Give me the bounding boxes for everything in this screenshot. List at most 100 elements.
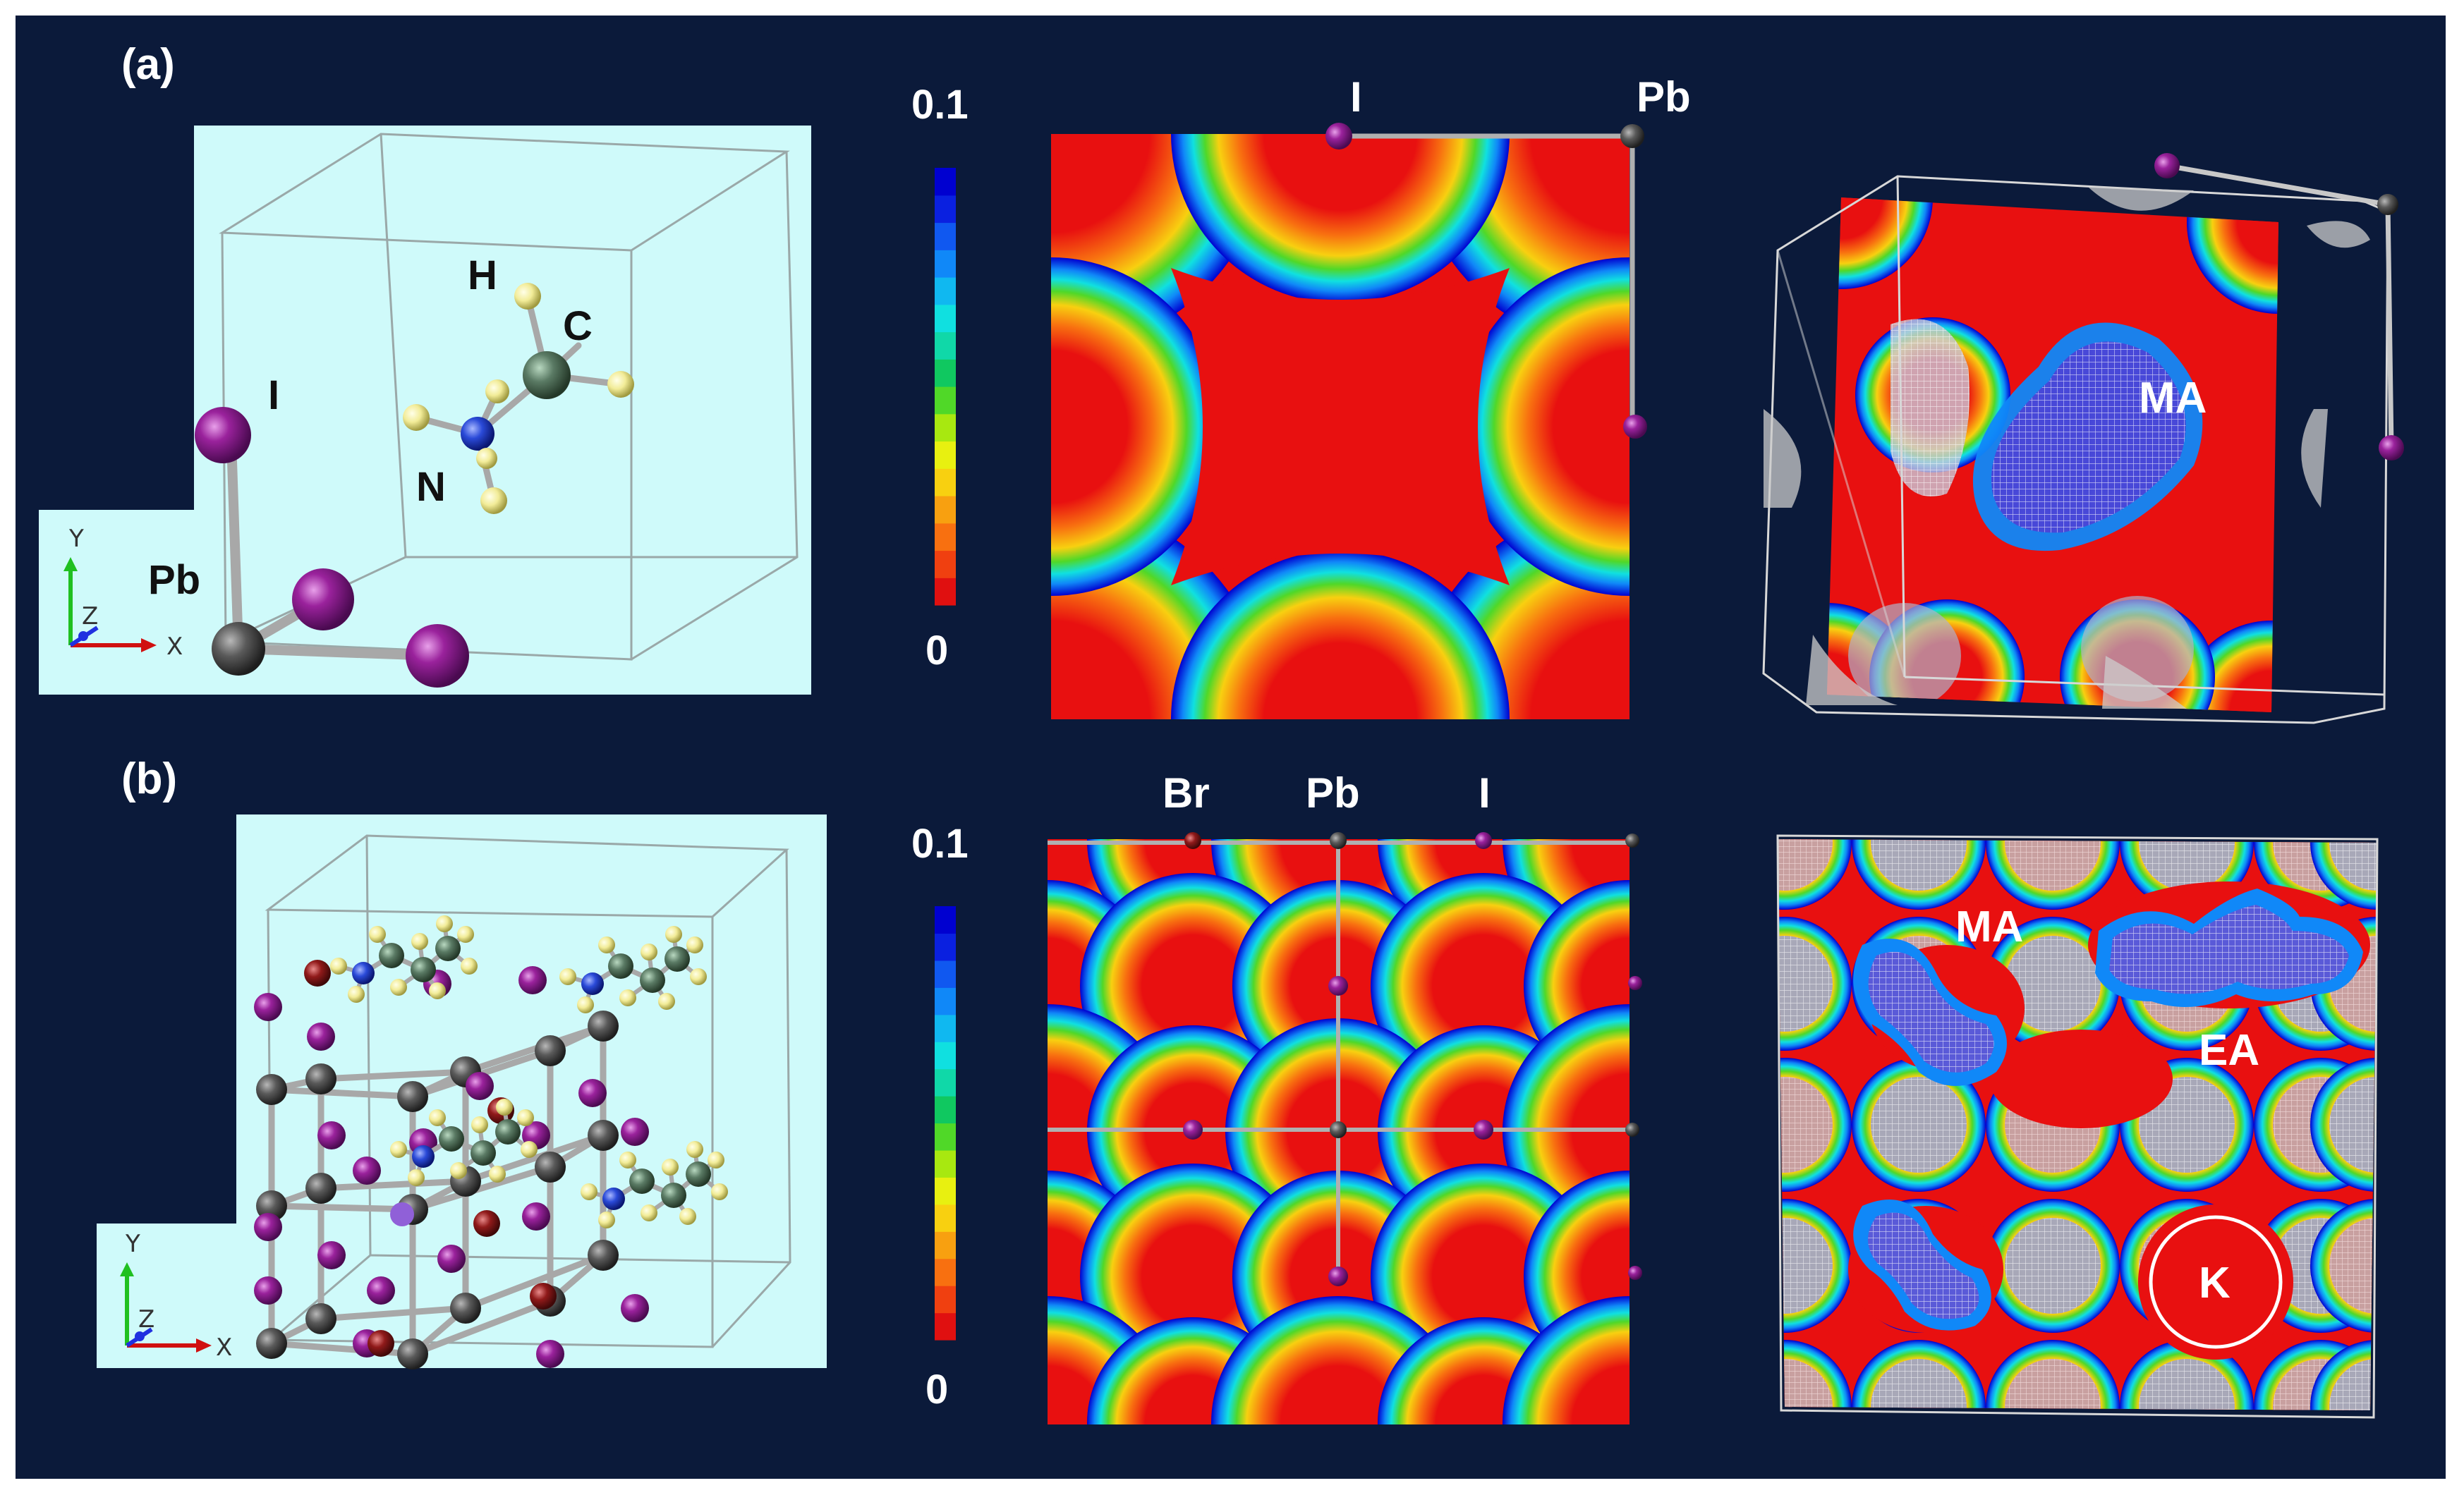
bromine-atom [304,960,331,987]
iso-b-clear [1989,1030,2173,1128]
isosurface-a [1762,153,2404,724]
lead-atom [1625,834,1639,848]
lead-atom [1330,1121,1347,1138]
k-marker-ring [2149,1215,2283,1349]
iodine-atom [367,1276,395,1305]
colorbar-swatch [935,195,956,224]
hydrogen-atom [348,986,365,1003]
lead-atom [535,1152,566,1183]
iodine-atom [621,1294,649,1322]
carbon-atom [471,1140,496,1166]
iso-b-mesh [2005,936,2101,1032]
iodine-atom [536,1340,564,1368]
molecule-shell-ma [1853,1200,1991,1331]
colorbar-swatch [935,523,956,551]
isosurface-b [1776,834,2379,1419]
carbon-atom [411,957,436,982]
axis-label-y: Y [125,1230,140,1258]
colorbar-swatch [935,1204,956,1232]
hydrogen-atom [665,926,682,943]
atom-label-n: N [416,464,446,510]
iso-b-mesh [2329,839,2377,891]
iso-b-mesh [1778,936,1833,1032]
iodine-atom [1328,976,1348,996]
map-a-label-pb: Pb [1637,73,1691,121]
pb-x-bond [409,1164,554,1213]
iso-b-shell [1778,1077,1833,1173]
atom-label-h: H [468,252,497,298]
bromine-atom [530,1283,557,1310]
nitrogen-atom [581,972,604,995]
pb-x-bond [317,1305,469,1322]
colorbar-swatch [935,1068,956,1097]
iodine-atom [466,1072,494,1100]
lead-atom [588,1120,619,1151]
axis-label-z: Z [138,1305,154,1334]
hydrogen-atom [517,1109,534,1126]
potassium-atom [390,1202,414,1226]
colorbar-swatch [935,168,956,196]
pb-x-bond [462,1252,607,1312]
map-b-label-i: I [1479,769,1491,817]
colorbar-swatch [935,578,956,606]
iso-b-mesh [2329,1077,2377,1173]
lead-atom [2377,194,2398,215]
molecule-label-ma: MA [2139,374,2207,422]
charge-map-b [1048,839,1629,1424]
colorbar-a-min: 0 [925,628,948,673]
lead-atom [397,1338,428,1369]
iso-b-mesh [1778,1218,1833,1314]
carbon-atom [435,936,461,961]
iodine-atom [254,993,282,1021]
panel-b-structure [97,814,827,1369]
hydrogen-atom [471,1116,488,1133]
colorbar-a-max: 0.1 [911,82,969,128]
colorbar-swatch [935,222,956,250]
hydrogen-atom [429,1109,446,1126]
lead-atom [450,1293,481,1324]
hydrogen-atom [686,936,703,953]
colorbar-swatch [935,413,956,442]
hydrogen-atom [461,958,478,975]
hydrogen-atom [559,968,576,985]
hydrogen-atom [619,989,636,1006]
iodine-atom [1325,123,1352,150]
hydrogen-atom [408,1169,425,1186]
hydrogen-atom [429,982,446,999]
hydrogen-atom [658,993,675,1010]
map-b-label-br: Br [1163,769,1210,817]
colorbar-swatch [935,386,956,415]
hydrogen-atom [514,283,541,310]
iodine-atom [292,568,354,630]
colorbar-swatch [935,277,956,305]
colorbar-swatch [935,1096,956,1124]
map-b-rings [1048,839,1629,1424]
hydrogen-atom [607,371,634,398]
hydrogen-atom [686,1141,703,1158]
colorbar-swatch [935,1042,956,1070]
iodine-atom [1474,1120,1493,1140]
charge-map-a [1051,134,1629,719]
lead-atom [588,1011,619,1042]
colorbar-swatch [935,960,956,988]
iso-b-mesh [1871,1077,1967,1173]
iso-b-shell [2329,1218,2377,1314]
axis-label-x: X [216,1334,232,1362]
hydrogen-atom [581,1183,597,1200]
methylammonium-a [403,283,634,514]
iso-b-shell [2005,839,2101,891]
molecule-shell-ea [2095,889,2363,1007]
hydrogen-atom [496,1099,513,1116]
hydrogen-atom [711,1183,728,1200]
axis-label-z: Z [82,602,98,630]
carbon-atom [661,1183,686,1208]
carbon-atom [439,1126,464,1152]
iodine-atom [437,1245,466,1273]
iodine-atom [1623,415,1647,439]
colorbar-swatch [935,304,956,333]
hydrogen-atom [411,933,428,950]
iodine-atom [254,1276,282,1305]
hydrogen-atom [450,1162,467,1179]
iodine-atom [406,624,469,688]
lead-atom [1330,832,1347,849]
